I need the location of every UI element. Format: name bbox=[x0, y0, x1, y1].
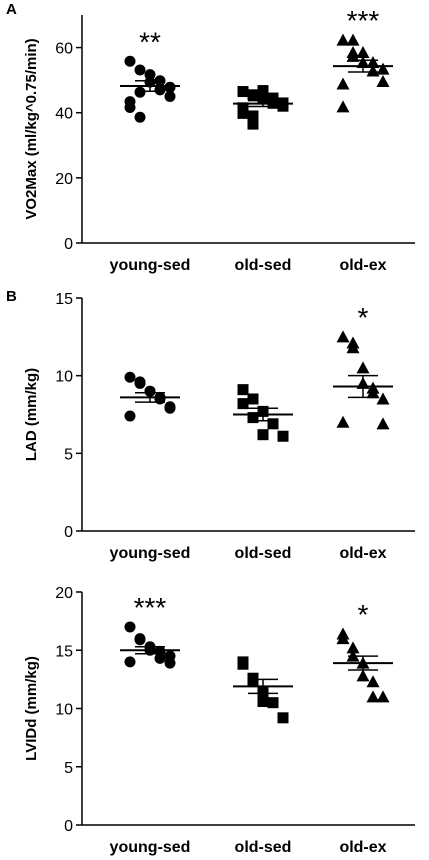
x-tick-label: young-sed bbox=[110, 839, 191, 856]
data-point bbox=[356, 669, 370, 682]
panel-label: B bbox=[6, 288, 17, 305]
data-point bbox=[247, 393, 259, 405]
data-point bbox=[366, 56, 380, 69]
y-tick-label: 15 bbox=[55, 291, 73, 308]
data-point bbox=[277, 712, 289, 724]
data-point bbox=[267, 418, 279, 430]
y-tick-label: 0 bbox=[64, 236, 73, 253]
data-point bbox=[124, 656, 136, 668]
data-point bbox=[247, 672, 259, 684]
data-point bbox=[124, 96, 136, 108]
data-point bbox=[237, 658, 249, 670]
data-point bbox=[346, 641, 360, 654]
data-point bbox=[376, 392, 390, 405]
data-point bbox=[267, 697, 279, 709]
x-tick-label: old-ex bbox=[339, 545, 386, 562]
x-tick-label: old-sed bbox=[235, 545, 292, 562]
x-tick-label: old-ex bbox=[339, 257, 386, 274]
data-point bbox=[247, 118, 259, 130]
x-tick-label: young-sed bbox=[110, 257, 191, 274]
data-point bbox=[144, 385, 156, 397]
y-tick-label: 60 bbox=[55, 41, 73, 58]
data-point bbox=[124, 55, 136, 67]
y-tick-label: 15 bbox=[55, 643, 73, 660]
data-point bbox=[257, 696, 269, 708]
data-point bbox=[247, 110, 259, 122]
data-point bbox=[376, 417, 390, 430]
data-point bbox=[124, 371, 136, 383]
data-point bbox=[124, 621, 136, 633]
data-point bbox=[336, 100, 350, 113]
significance-label: ** bbox=[139, 26, 161, 57]
data-point bbox=[366, 64, 380, 77]
x-tick-label: old-sed bbox=[235, 257, 292, 274]
data-point bbox=[124, 410, 136, 422]
chart-panel-3: 0 5 10 15 20 LVIDd (mm/kg) young-sed old-sed old… bbox=[23, 585, 415, 856]
data-point bbox=[336, 632, 350, 645]
data-point bbox=[356, 45, 370, 58]
data-point bbox=[154, 84, 166, 96]
data-point bbox=[346, 336, 360, 349]
y-tick-label: 0 bbox=[64, 524, 73, 541]
panel-label: A bbox=[6, 1, 17, 18]
data-point bbox=[366, 690, 380, 703]
data-point bbox=[134, 86, 146, 98]
x-tick-label: old-ex bbox=[339, 839, 386, 856]
data-point bbox=[267, 93, 279, 105]
data-point bbox=[257, 429, 269, 441]
y-axis-label: LVIDd (mm/kg) bbox=[23, 656, 40, 761]
data-point bbox=[154, 652, 166, 664]
data-point bbox=[336, 415, 350, 428]
data-point bbox=[237, 102, 249, 114]
data-point bbox=[346, 33, 360, 46]
data-point bbox=[134, 64, 146, 76]
x-tick-label: old-sed bbox=[235, 839, 292, 856]
data-point bbox=[237, 398, 249, 410]
data-point bbox=[237, 107, 249, 119]
chart-panel-2: B 0 5 10 15 LAD (mm/kg) young-sed old-sed old-ex… bbox=[6, 288, 415, 562]
x-tick-label: young-sed bbox=[110, 545, 191, 562]
data-point bbox=[356, 361, 370, 374]
data-point bbox=[134, 634, 146, 646]
data-point bbox=[336, 77, 350, 90]
data-point bbox=[366, 386, 380, 399]
y-tick-label: 20 bbox=[55, 171, 73, 188]
y-axis-label: VO2Max (ml/kg^0.75/min) bbox=[23, 38, 40, 219]
data-point bbox=[376, 690, 390, 703]
chart-panel-1: A 0 20 40 60 VO2Max (ml/kg^0.75/min) young-sed… bbox=[6, 1, 415, 274]
data-point bbox=[247, 412, 259, 424]
data-point bbox=[237, 384, 249, 396]
data-point bbox=[376, 74, 390, 87]
significance-label: * bbox=[358, 302, 369, 333]
data-point bbox=[134, 377, 146, 389]
significance-label: *** bbox=[134, 592, 167, 623]
y-tick-label: 5 bbox=[64, 446, 73, 463]
data-point bbox=[164, 81, 176, 93]
data-point bbox=[366, 675, 380, 688]
data-point bbox=[336, 330, 350, 343]
y-tick-label: 10 bbox=[55, 369, 73, 386]
y-tick-label: 0 bbox=[64, 818, 73, 835]
data-point bbox=[237, 86, 249, 98]
significance-label: * bbox=[358, 599, 369, 630]
data-point bbox=[164, 402, 176, 414]
data-point bbox=[164, 90, 176, 102]
data-point bbox=[257, 93, 269, 105]
data-point bbox=[257, 85, 269, 97]
data-point bbox=[346, 49, 360, 62]
y-axis-label: LAD (mm/kg) bbox=[23, 368, 40, 461]
y-tick-label: 10 bbox=[55, 702, 73, 719]
data-point bbox=[336, 33, 350, 46]
y-tick-label: 5 bbox=[64, 760, 73, 777]
data-point bbox=[144, 69, 156, 81]
data-point bbox=[134, 111, 146, 123]
y-tick-label: 20 bbox=[55, 585, 73, 602]
data-point bbox=[277, 430, 289, 442]
data-point bbox=[164, 657, 176, 669]
data-point bbox=[247, 89, 259, 101]
y-tick-label: 40 bbox=[55, 106, 73, 123]
data-point bbox=[376, 62, 390, 75]
significance-label: *** bbox=[347, 5, 380, 36]
